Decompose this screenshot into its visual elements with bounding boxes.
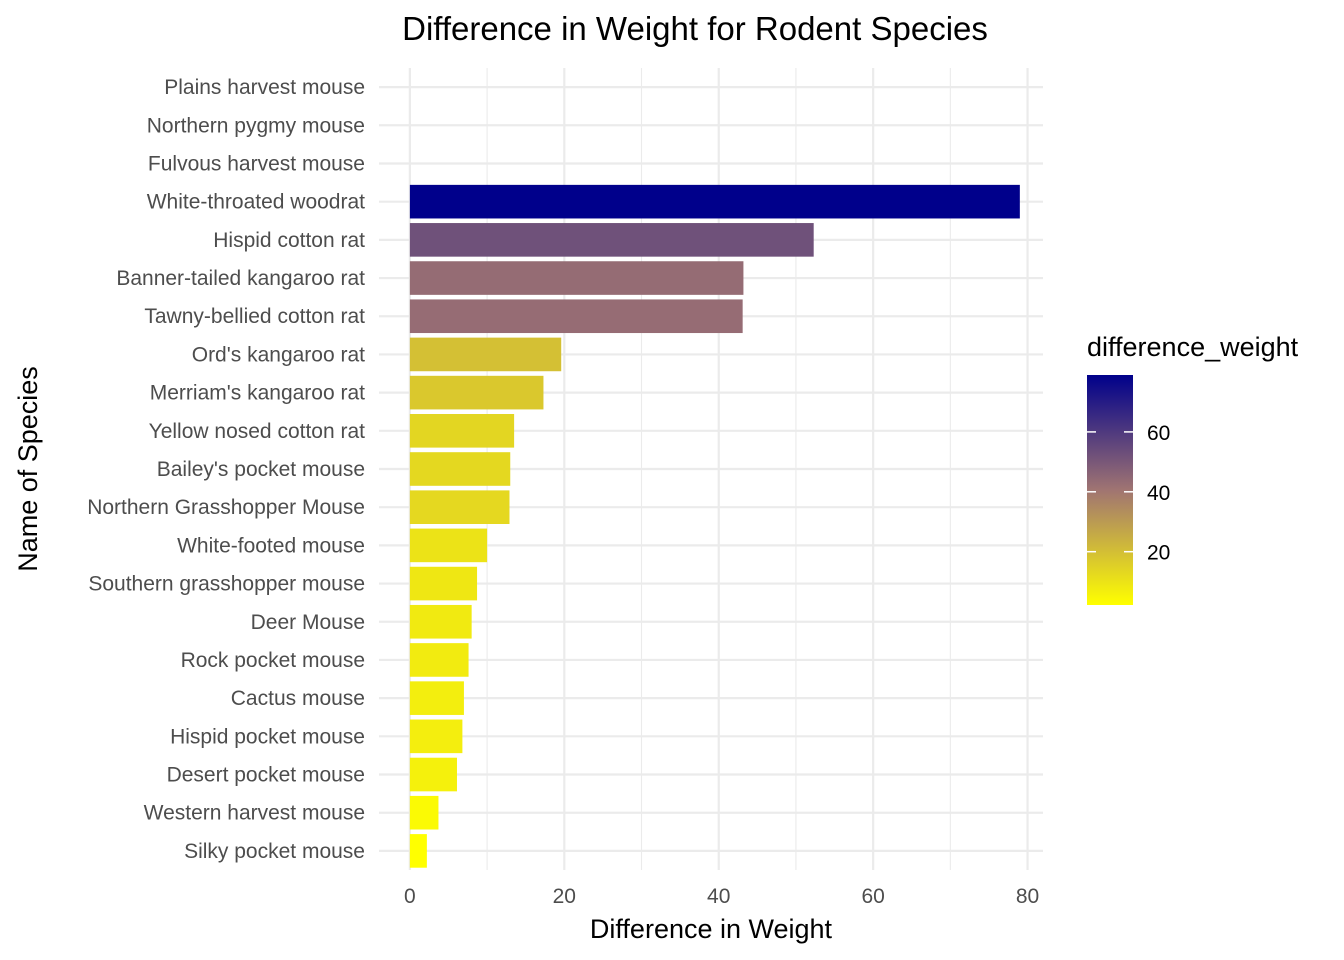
bar — [409, 604, 472, 639]
y-tick-label: Silky pocket mouse — [184, 840, 365, 863]
chart-title: Difference in Weight for Rodent Species — [402, 10, 988, 47]
bar — [409, 337, 562, 372]
bar — [409, 490, 510, 524]
y-tick-label: Ord's kangaroo rat — [192, 343, 365, 366]
bar — [409, 834, 427, 868]
legend-tick-label: 40 — [1147, 482, 1170, 505]
bar — [409, 757, 457, 792]
bar — [409, 795, 439, 830]
bar — [409, 528, 488, 563]
y-tick-label: Plains harvest mouse — [164, 76, 365, 99]
y-tick-label: Western harvest mouse — [144, 802, 365, 825]
bars — [409, 184, 1020, 868]
bar — [409, 643, 469, 677]
x-axis-title: Difference in Weight — [590, 914, 833, 944]
y-tick-label: White-footed mouse — [177, 534, 365, 557]
x-tick-label: 0 — [404, 885, 416, 908]
y-tick-label: Banner-tailed kangaroo rat — [116, 267, 365, 290]
legend-tick-label: 20 — [1147, 542, 1170, 565]
bar — [409, 184, 1020, 219]
x-tick-label: 20 — [553, 885, 576, 908]
y-tick-label: Northern Grasshopper Mouse — [87, 496, 365, 519]
x-tick-label: 40 — [707, 885, 730, 908]
color-legend: difference_weight 20 40 60 — [1087, 332, 1299, 605]
y-tick-label: Deer Mouse — [251, 611, 365, 634]
legend-color-bar — [1087, 375, 1133, 605]
bar — [409, 375, 544, 410]
y-tick-label: Hispid pocket mouse — [170, 725, 365, 748]
y-tick-label: Northern pygmy mouse — [147, 114, 365, 137]
y-axis-title: Name of Species — [13, 366, 43, 572]
y-tick-label: Hispid cotton rat — [213, 229, 365, 252]
y-tick-label: Merriam's kangaroo rat — [150, 382, 365, 405]
y-tick-label: Rock pocket mouse — [181, 649, 365, 672]
bar — [409, 719, 463, 754]
bar — [409, 299, 743, 334]
y-tick-labels: Plains harvest mouse Northern pygmy mouse… — [87, 76, 365, 863]
y-tick-label: Desert pocket mouse — [167, 764, 365, 787]
y-tick-label: Yellow nosed cotton rat — [149, 420, 366, 443]
bar — [409, 223, 814, 257]
x-tick-label: 80 — [1016, 885, 1039, 908]
legend-ticks: 20 40 60 — [1087, 422, 1170, 565]
bar — [409, 452, 511, 486]
y-tick-label: Tawny-bellied cotton rat — [144, 305, 365, 328]
y-tick-label: Bailey's pocket mouse — [157, 458, 365, 481]
x-tick-label: 60 — [861, 885, 884, 908]
y-tick-label: Fulvous harvest mouse — [148, 152, 365, 175]
legend-tick-label: 60 — [1147, 422, 1170, 445]
y-tick-label: Cactus mouse — [231, 687, 365, 710]
bar — [409, 566, 478, 601]
x-tick-labels: 0 20 40 60 80 — [404, 885, 1039, 908]
y-tick-label: Southern grasshopper mouse — [88, 573, 365, 596]
bar — [409, 414, 515, 448]
bar — [409, 681, 464, 715]
y-tick-label: White-throated woodrat — [147, 191, 365, 214]
bar — [409, 261, 744, 295]
legend-title: difference_weight — [1087, 332, 1299, 362]
